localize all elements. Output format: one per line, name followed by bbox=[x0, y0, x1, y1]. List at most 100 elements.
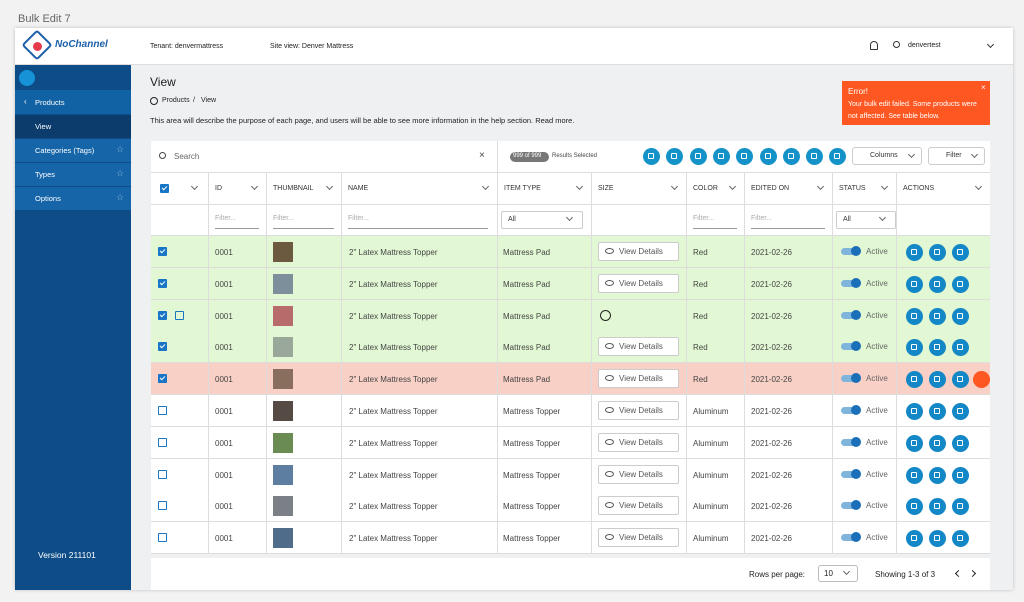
filter-input[interactable]: Filter... bbox=[215, 215, 237, 222]
user-icon[interactable] bbox=[893, 41, 900, 48]
row-action[interactable] bbox=[929, 275, 946, 293]
filter-input[interactable]: Filter... bbox=[693, 215, 715, 222]
row-checkbox[interactable] bbox=[158, 533, 167, 543]
row-action[interactable] bbox=[952, 434, 969, 452]
row-checkbox-extra[interactable] bbox=[175, 310, 184, 320]
row-checkbox[interactable] bbox=[158, 310, 167, 320]
tool-button[interactable] bbox=[712, 148, 730, 165]
nav-star[interactable]: ☆ bbox=[116, 144, 125, 154]
view-details-button[interactable] bbox=[598, 528, 679, 548]
filter-select[interactable] bbox=[501, 211, 583, 229]
status-toggle[interactable] bbox=[841, 375, 859, 383]
filter-select-value[interactable]: All bbox=[843, 216, 851, 223]
view-details-label[interactable]: View Details bbox=[619, 406, 663, 415]
row-action[interactable] bbox=[929, 339, 946, 357]
view-details-button[interactable] bbox=[598, 496, 679, 516]
row-action[interactable] bbox=[906, 371, 923, 389]
nav-item[interactable]: Types bbox=[35, 170, 56, 179]
row-checkbox[interactable] bbox=[158, 342, 167, 352]
row-action[interactable] bbox=[906, 307, 923, 325]
row-action[interactable] bbox=[952, 244, 969, 261]
tool-button[interactable] bbox=[782, 148, 800, 165]
tool-button[interactable] bbox=[666, 148, 684, 165]
view-details-label[interactable]: View Details bbox=[619, 533, 663, 543]
view-details-label[interactable]: View Details bbox=[619, 342, 663, 352]
bell-icon[interactable] bbox=[870, 41, 878, 50]
tool-button[interactable] bbox=[829, 148, 847, 165]
tool-button[interactable] bbox=[736, 148, 754, 165]
filter-select[interactable] bbox=[836, 211, 896, 229]
back-icon[interactable] bbox=[150, 97, 158, 105]
row-action[interactable] bbox=[906, 530, 923, 548]
row-checkbox[interactable] bbox=[158, 437, 167, 447]
row-checkbox[interactable] bbox=[158, 247, 167, 256]
user-name[interactable]: denvertest bbox=[908, 42, 941, 49]
view-details-button[interactable] bbox=[598, 432, 679, 452]
status-toggle[interactable] bbox=[841, 502, 859, 510]
row-action[interactable] bbox=[952, 275, 969, 293]
row-action[interactable] bbox=[929, 498, 946, 516]
view-details-button[interactable] bbox=[598, 401, 679, 420]
search-clear[interactable]: × bbox=[479, 150, 485, 161]
tool-button[interactable] bbox=[643, 148, 660, 165]
tool-button[interactable] bbox=[806, 148, 824, 165]
row-action[interactable] bbox=[952, 339, 969, 357]
breadcrumb[interactable]: Products bbox=[162, 97, 190, 104]
row-action[interactable] bbox=[929, 244, 946, 261]
row-checkbox[interactable] bbox=[158, 406, 167, 415]
view-details-button[interactable] bbox=[598, 242, 679, 261]
row-action[interactable] bbox=[906, 275, 923, 293]
row-action[interactable] bbox=[906, 498, 923, 516]
row-action[interactable] bbox=[952, 307, 969, 325]
row-action[interactable] bbox=[929, 434, 946, 452]
filter-input[interactable]: Filter... bbox=[273, 215, 295, 222]
row-action[interactable] bbox=[952, 371, 969, 389]
row-action[interactable] bbox=[906, 403, 923, 420]
filter-input[interactable]: Filter... bbox=[751, 215, 773, 222]
row-action[interactable] bbox=[906, 466, 923, 484]
row-action[interactable] bbox=[952, 498, 969, 516]
nav-item[interactable]: View bbox=[35, 122, 52, 131]
view-details-label[interactable]: View Details bbox=[619, 469, 663, 479]
status-toggle[interactable] bbox=[841, 407, 859, 414]
nav-star[interactable]: ☆ bbox=[116, 168, 125, 178]
view-details-label[interactable]: View Details bbox=[619, 278, 663, 288]
columns-label[interactable]: Columns bbox=[870, 152, 898, 159]
row-checkbox[interactable] bbox=[158, 278, 167, 288]
row-action[interactable] bbox=[952, 530, 969, 548]
status-toggle[interactable] bbox=[841, 470, 859, 478]
tool-button[interactable] bbox=[759, 148, 777, 165]
nav-item[interactable]: Options bbox=[35, 194, 61, 203]
row-action[interactable] bbox=[929, 466, 946, 484]
row-action[interactable] bbox=[952, 403, 969, 420]
row-checkbox[interactable] bbox=[158, 469, 167, 479]
columns-button[interactable] bbox=[852, 147, 922, 165]
status-toggle[interactable] bbox=[841, 279, 859, 287]
status-toggle[interactable] bbox=[841, 438, 859, 446]
nav-item[interactable]: Categories (Tags) bbox=[35, 146, 95, 155]
view-details-button[interactable] bbox=[598, 273, 679, 293]
view-details-label[interactable]: View Details bbox=[619, 501, 663, 511]
status-toggle[interactable] bbox=[841, 343, 859, 351]
view-details-button[interactable] bbox=[598, 337, 679, 357]
row-action[interactable] bbox=[929, 371, 946, 389]
row-action[interactable] bbox=[906, 339, 923, 357]
rows-value[interactable]: 10 bbox=[824, 569, 833, 578]
view-details-label[interactable]: View Details bbox=[619, 437, 663, 447]
row-checkbox[interactable] bbox=[158, 374, 167, 384]
row-action[interactable] bbox=[929, 530, 946, 548]
row-action[interactable] bbox=[952, 466, 969, 484]
row-action[interactable] bbox=[906, 434, 923, 452]
view-details-label[interactable]: View Details bbox=[619, 374, 663, 384]
filter-select-value[interactable]: All bbox=[508, 216, 516, 223]
row-action[interactable] bbox=[929, 403, 946, 420]
rows-select[interactable] bbox=[818, 565, 858, 582]
row-action[interactable] bbox=[929, 307, 946, 325]
filter-button[interactable] bbox=[928, 147, 985, 165]
row-checkbox[interactable] bbox=[158, 501, 167, 511]
select-all[interactable] bbox=[160, 184, 169, 193]
view-details-button[interactable] bbox=[598, 369, 679, 389]
error-close[interactable]: × bbox=[981, 83, 986, 92]
row-action[interactable] bbox=[906, 244, 923, 261]
nav-parent[interactable]: Products bbox=[35, 98, 65, 107]
